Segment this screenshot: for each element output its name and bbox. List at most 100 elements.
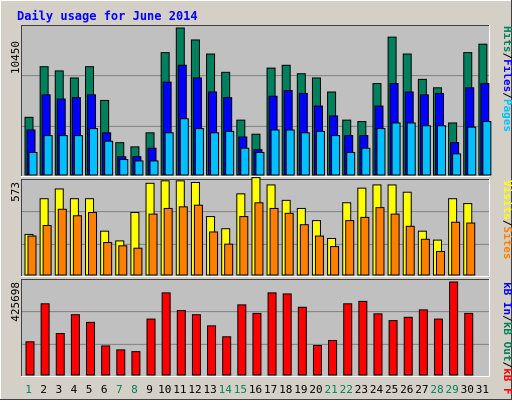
sites-bar xyxy=(330,246,340,276)
sites-bar xyxy=(57,208,67,276)
legend-sep: / xyxy=(501,315,512,322)
pages-bar xyxy=(346,151,356,176)
day-label: 17 xyxy=(264,383,277,396)
visits-sites-legend: Visits/Sites xyxy=(501,180,512,260)
pages-bar xyxy=(104,140,114,176)
kbytes-bar xyxy=(282,293,292,376)
day-label: 8 xyxy=(131,383,138,396)
sites-bar xyxy=(148,213,158,276)
day-label: 7 xyxy=(116,383,123,396)
sites-bar xyxy=(375,207,385,276)
sites-bar xyxy=(420,238,430,276)
kbytes-bar xyxy=(191,314,201,376)
sites-bar xyxy=(390,213,400,276)
kbytes-bar xyxy=(358,300,368,376)
pages-bar xyxy=(89,128,99,176)
kbytes-bar xyxy=(25,341,35,376)
sites-bar xyxy=(209,231,219,276)
day-label: 30 xyxy=(461,383,474,396)
pages-bar xyxy=(285,129,295,176)
kbytes-bar xyxy=(101,345,111,376)
legend-kb-f: kB F xyxy=(501,368,512,395)
day-label: 22 xyxy=(340,383,353,396)
kbytes-bar xyxy=(464,312,474,376)
kbytes-bar xyxy=(176,310,186,376)
day-label: 11 xyxy=(173,383,186,396)
pages-bar xyxy=(361,147,371,176)
day-label: 25 xyxy=(385,383,398,396)
kbytes-bar xyxy=(55,332,65,376)
kbytes-bar xyxy=(267,292,277,376)
day-label: 5 xyxy=(86,383,93,396)
sites-bar xyxy=(224,243,234,276)
day-label: 20 xyxy=(309,383,322,396)
pages-bar xyxy=(210,132,220,176)
kbytes-bar xyxy=(343,303,353,376)
day-label: 23 xyxy=(355,383,368,396)
sites-bar xyxy=(466,222,476,276)
chart-title: Daily usage for June 2014 xyxy=(17,9,198,23)
sites-bar xyxy=(314,235,324,276)
hits-files-pages-legend: Hits/Files/Pages xyxy=(501,26,512,132)
day-label: 24 xyxy=(370,383,384,396)
sites-bar xyxy=(239,216,249,276)
pages-bar xyxy=(391,122,401,176)
kbytes-bar xyxy=(40,303,50,376)
sites-bar xyxy=(254,202,264,276)
day-label: 10 xyxy=(158,383,171,396)
kbytes-ymax-label: 425698 xyxy=(9,282,22,322)
pages-bar xyxy=(28,151,38,176)
kbytes-bar xyxy=(207,325,217,376)
kbytes-bar xyxy=(146,318,156,376)
day-label: 3 xyxy=(56,383,63,396)
kbytes-bar xyxy=(116,349,126,376)
kbytes-bar xyxy=(403,316,413,376)
visits-ymax-label: 573 xyxy=(9,182,22,202)
kbytes-legend: kB In/kB Out/kB F xyxy=(501,282,512,395)
sites-bar xyxy=(42,224,52,276)
kbytes-bar xyxy=(222,336,232,376)
pages-bar xyxy=(406,122,416,176)
day-label: 6 xyxy=(101,383,108,396)
legend-sites: Sites xyxy=(501,226,512,259)
day-label: 4 xyxy=(71,383,78,396)
hits-files-pages-panel xyxy=(21,25,492,177)
kbytes-bar xyxy=(237,304,247,376)
day-label: 15 xyxy=(234,383,247,396)
legend-sep: / xyxy=(501,362,512,369)
pages-bar xyxy=(73,135,83,176)
hits-ymax-label: 10450 xyxy=(9,41,22,74)
pages-bar xyxy=(225,130,235,176)
day-label: 12 xyxy=(188,383,201,396)
pages-bar xyxy=(467,126,477,176)
pages-bar xyxy=(164,132,174,176)
kbytes-bar xyxy=(70,314,80,376)
pages-bar xyxy=(58,135,68,176)
kbytes-bar xyxy=(131,351,141,376)
pages-bar xyxy=(315,130,325,176)
pages-bar xyxy=(376,128,386,176)
pages-bar xyxy=(240,147,250,176)
legend-hits: Hits xyxy=(501,26,512,53)
legend-pages: Pages xyxy=(501,99,512,132)
sites-bar xyxy=(451,221,461,276)
sites-bar xyxy=(284,212,294,276)
sites-bar xyxy=(193,204,203,276)
sites-bar xyxy=(435,250,445,276)
legend-sep: / xyxy=(501,53,512,60)
pages-bar xyxy=(255,151,265,176)
day-label: 27 xyxy=(415,383,428,396)
day-label: 26 xyxy=(400,383,413,396)
pages-bar xyxy=(421,125,431,176)
legend-kb-in: kB In xyxy=(501,282,512,315)
pages-bar xyxy=(149,160,159,176)
day-label: 16 xyxy=(249,383,262,396)
kbytes-panel xyxy=(21,279,490,377)
visits-sites-panel xyxy=(21,177,490,277)
day-label: 29 xyxy=(446,383,459,396)
pages-bar xyxy=(194,128,204,176)
sites-bar xyxy=(118,245,128,276)
day-label: 13 xyxy=(203,383,216,396)
